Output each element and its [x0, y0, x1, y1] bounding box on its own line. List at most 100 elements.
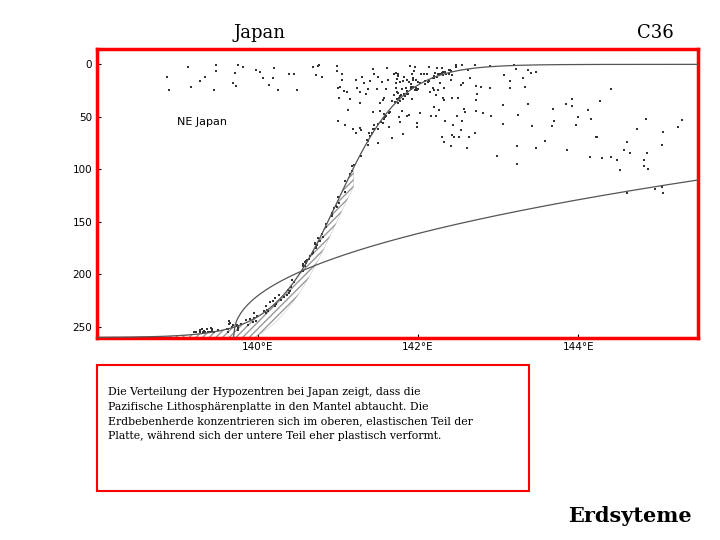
Point	[250, 317, 261, 326]
Point	[525, 69, 536, 77]
Point	[272, 85, 284, 94]
Point	[585, 115, 597, 124]
Point	[410, 76, 422, 84]
Point	[380, 112, 392, 120]
Point	[485, 62, 496, 71]
Point	[433, 70, 444, 78]
Point	[470, 107, 482, 116]
Point	[436, 133, 447, 141]
Point	[642, 149, 653, 158]
Point	[297, 262, 308, 271]
Point	[398, 91, 410, 100]
Point	[433, 105, 444, 114]
Point	[510, 65, 522, 73]
Point	[248, 308, 260, 317]
Point	[318, 232, 329, 241]
Point	[379, 93, 390, 102]
Point	[428, 74, 439, 83]
Point	[283, 288, 294, 297]
Point	[208, 327, 220, 336]
Point	[389, 98, 400, 107]
Point	[267, 73, 279, 82]
Point	[300, 258, 311, 266]
Point	[297, 260, 309, 268]
Point	[656, 183, 667, 191]
Point	[286, 283, 297, 292]
Point	[362, 136, 374, 145]
Point	[584, 152, 595, 161]
Point	[437, 93, 449, 102]
Point	[530, 144, 541, 153]
Point	[406, 70, 418, 78]
Point	[383, 123, 395, 131]
Point	[411, 119, 423, 127]
Point	[566, 95, 577, 104]
Point	[433, 71, 445, 79]
Point	[202, 328, 214, 336]
Point	[375, 117, 387, 126]
Point	[372, 138, 384, 147]
Point	[497, 120, 508, 129]
Point	[413, 77, 424, 86]
Point	[405, 83, 417, 92]
Point	[194, 77, 206, 85]
Point	[519, 83, 531, 91]
Point	[233, 326, 244, 334]
Point	[344, 94, 356, 103]
Point	[299, 262, 310, 271]
Point	[326, 209, 338, 218]
Point	[453, 133, 464, 141]
Text: Erdsyteme: Erdsyteme	[568, 507, 692, 526]
Point	[449, 132, 460, 141]
Point	[264, 298, 275, 307]
Point	[446, 130, 457, 139]
Point	[367, 125, 379, 133]
Point	[222, 328, 234, 336]
Point	[210, 66, 222, 75]
Point	[326, 211, 338, 220]
Point	[427, 84, 438, 92]
Point	[222, 325, 234, 333]
Point	[428, 72, 440, 81]
Point	[310, 244, 322, 252]
Point	[331, 62, 343, 71]
Point	[470, 82, 482, 90]
Point	[230, 69, 241, 78]
Point	[336, 69, 348, 78]
Point	[439, 68, 451, 77]
Point	[333, 192, 344, 201]
Point	[199, 328, 211, 336]
Text: C36: C36	[636, 24, 674, 42]
Point	[431, 112, 442, 120]
Point	[444, 66, 455, 75]
Point	[394, 112, 405, 121]
Point	[248, 313, 260, 322]
Point	[423, 77, 434, 86]
Point	[258, 306, 270, 315]
Point	[197, 325, 208, 334]
Point	[456, 117, 467, 125]
Point	[314, 237, 325, 245]
Point	[162, 72, 174, 81]
Point	[289, 278, 300, 286]
Point	[420, 80, 431, 89]
Point	[368, 70, 379, 78]
Point	[392, 98, 404, 107]
Point	[394, 94, 405, 103]
Point	[301, 256, 312, 265]
Point	[207, 327, 218, 335]
Point	[360, 90, 372, 98]
Point	[548, 117, 559, 125]
Point	[436, 69, 448, 77]
Point	[300, 257, 312, 266]
Point	[450, 63, 462, 72]
Point	[517, 74, 528, 83]
Point	[310, 239, 321, 248]
Point	[224, 319, 235, 327]
Point	[251, 65, 262, 74]
Point	[469, 60, 480, 69]
Point	[369, 120, 380, 129]
Point	[657, 188, 669, 197]
Point	[397, 94, 409, 103]
Point	[261, 306, 272, 314]
